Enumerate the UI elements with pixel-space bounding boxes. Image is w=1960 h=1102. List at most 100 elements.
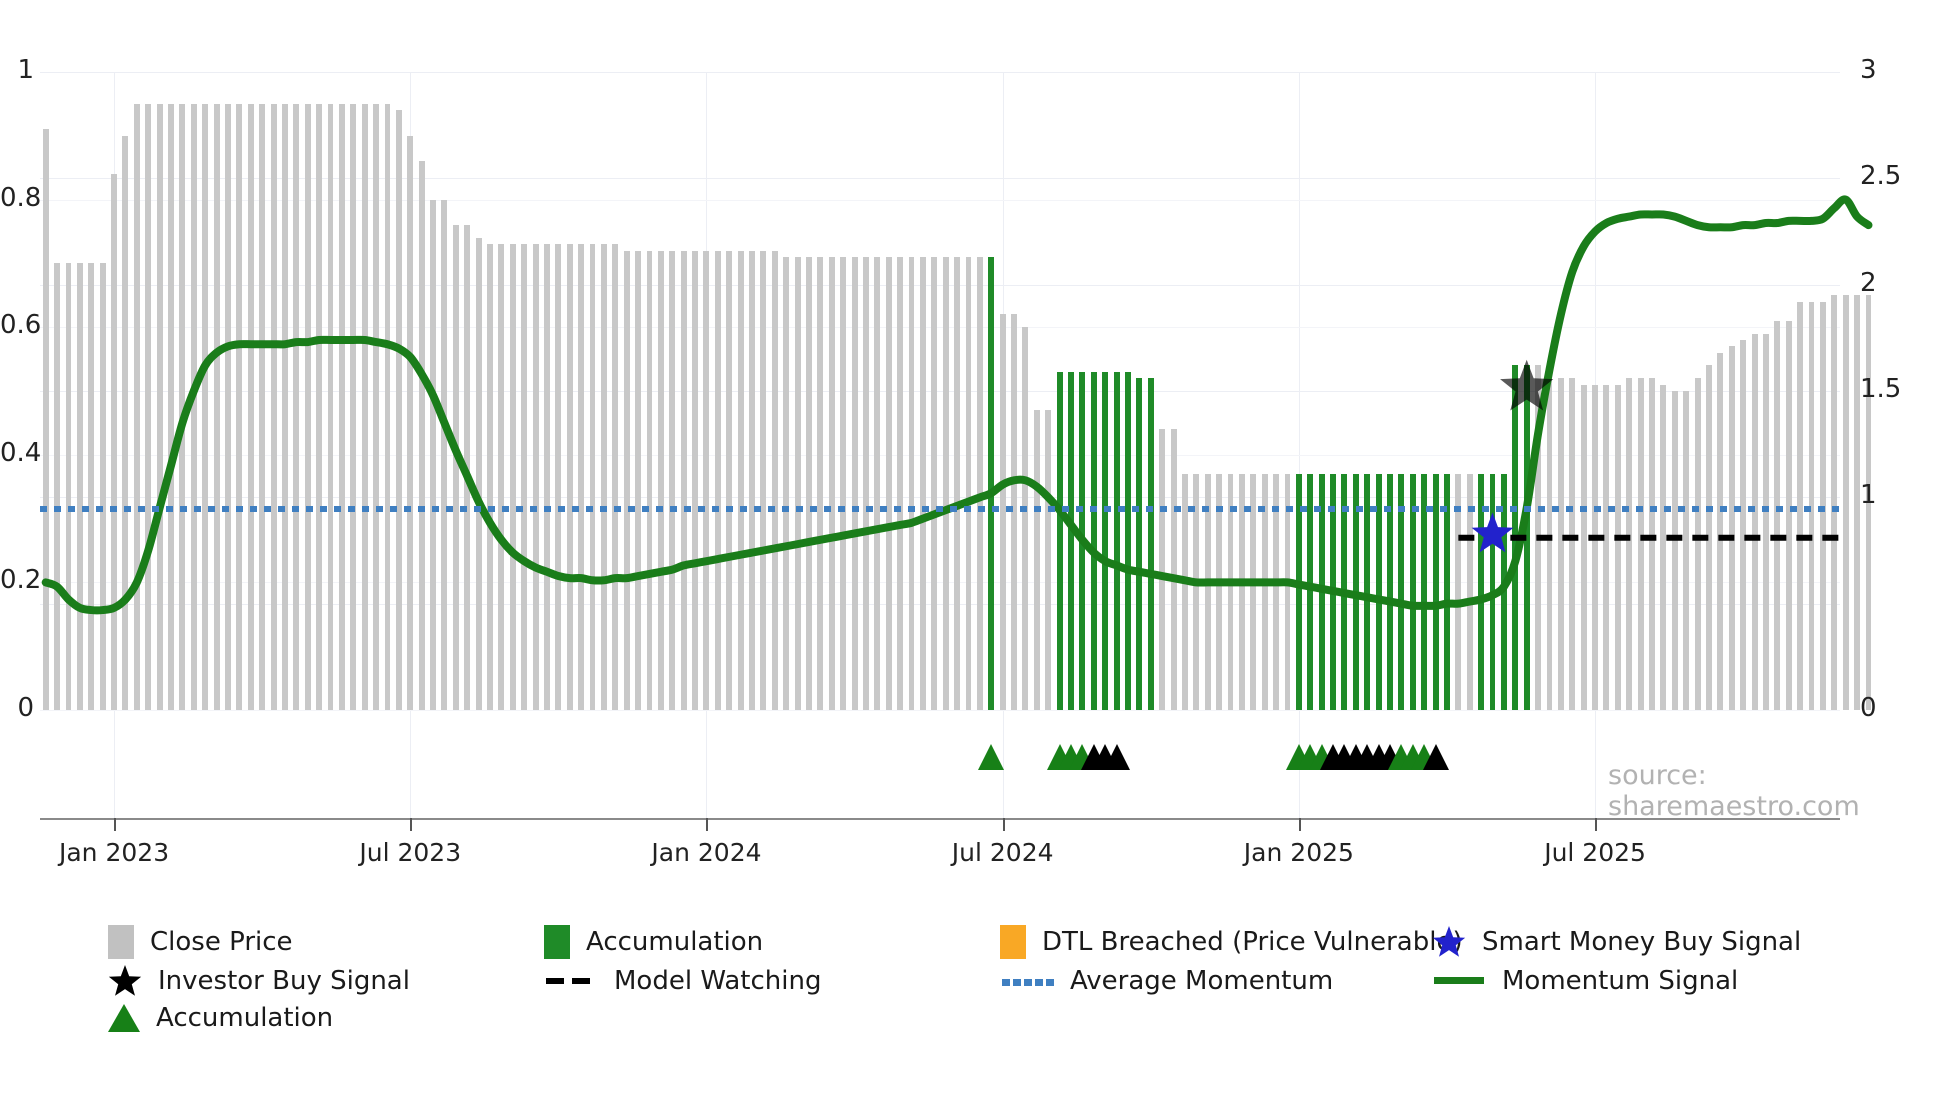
- legend-item-accumulation-triangle[interactable]: Accumulation: [108, 1003, 333, 1033]
- investor-buy-signal-marker: [1500, 359, 1554, 411]
- close-price-bar: [612, 244, 619, 710]
- accumulation-triangle: [1388, 744, 1415, 770]
- close-price-bar: [954, 257, 961, 710]
- close-price-bar: [498, 244, 505, 710]
- close-price-bar: [657, 250, 664, 710]
- right-axis-tick-label: 3: [1860, 55, 1877, 85]
- close-price-bar: [247, 103, 254, 710]
- legend-item-close-price[interactable]: Close Price: [108, 925, 293, 959]
- close-price-bar: [566, 244, 573, 710]
- close-price-bar: [1216, 473, 1223, 710]
- right-axis-tick-label: 2: [1860, 267, 1877, 298]
- left-axis-tick-label: 0.8: [0, 182, 42, 213]
- close-price-bar: [1819, 301, 1826, 710]
- close-price-bar: [942, 257, 949, 710]
- close-price-bar: [1797, 301, 1804, 710]
- close-price-bar: [885, 257, 892, 710]
- accumulation-bar: [1307, 473, 1314, 710]
- legend-item-average-momentum[interactable]: Average Momentum: [1000, 964, 1333, 998]
- close-price-bar: [1671, 391, 1678, 710]
- close-price-bar: [1808, 301, 1815, 710]
- close-price-bar: [1181, 473, 1188, 710]
- left-axis-tick-label: 0.4: [0, 437, 42, 468]
- close-price-bar: [236, 103, 243, 710]
- close-price-bar: [919, 257, 926, 710]
- close-price-bar: [418, 161, 425, 710]
- close-price-bar: [1546, 371, 1553, 710]
- model-watching-triangle: [1092, 744, 1119, 770]
- legend-item-momentum-signal[interactable]: Momentum Signal: [1432, 964, 1738, 998]
- close-price-bar: [1603, 384, 1610, 710]
- close-price-bar: [190, 103, 197, 710]
- close-price-bar: [589, 244, 596, 710]
- close-price-bar: [1614, 384, 1621, 710]
- close-price-bar: [1466, 473, 1473, 710]
- model-watching-triangle: [1080, 744, 1107, 770]
- close-price-bar: [623, 250, 630, 710]
- close-price-bar: [1227, 473, 1234, 710]
- close-price-bar: [1785, 320, 1792, 710]
- model-watching-triangle: [1342, 744, 1369, 770]
- close-price-bar: [133, 103, 140, 710]
- close-price-bar: [1159, 429, 1166, 710]
- right-axis-tick-label: 0: [1860, 693, 1877, 723]
- legend-label: Accumulation: [586, 927, 764, 957]
- x-axis-tick-mark: [1002, 818, 1005, 831]
- close-price-bar: [714, 250, 721, 710]
- close-price-bar: [395, 110, 402, 710]
- smart-money-buy-signal-marker: [1471, 512, 1514, 553]
- close-price-bar: [692, 250, 699, 710]
- close-price-bar: [1854, 295, 1861, 710]
- accumulation-triangle: [1046, 744, 1073, 770]
- accumulation-triangle: [1411, 744, 1438, 770]
- close-price-bar: [1238, 473, 1245, 710]
- accumulation-triangle: [1308, 744, 1335, 770]
- close-price-bar: [669, 250, 676, 710]
- close-price-bar: [999, 314, 1006, 710]
- legend-line-icon: [1432, 964, 1486, 998]
- accumulation-triangle: [978, 744, 1005, 770]
- close-price-bar: [373, 103, 380, 710]
- accumulation-bar: [1387, 473, 1393, 710]
- accumulation-bar: [1102, 371, 1109, 710]
- close-price-bar: [259, 103, 266, 710]
- x-axis-tick-mark: [1595, 818, 1598, 831]
- model-watching-triangle: [1422, 744, 1449, 770]
- close-price-bar: [555, 244, 562, 710]
- close-price-bar: [122, 135, 129, 710]
- close-price-bar: [760, 250, 767, 710]
- legend-item-dtl-breached[interactable]: DTL Breached (Price Vulnerable): [1000, 925, 1463, 959]
- right-axis-tick-label: 1.5: [1860, 374, 1902, 404]
- close-price-bar: [145, 103, 152, 710]
- close-price-bar: [532, 244, 539, 710]
- close-price-bar: [737, 250, 744, 710]
- close-price-bar: [1033, 410, 1040, 710]
- x-axis-tick-mark: [1298, 818, 1301, 831]
- close-price-bar: [1649, 378, 1655, 710]
- accumulation-bar: [1444, 473, 1450, 710]
- x-axis-tick-label: Jul 2024: [951, 838, 1054, 867]
- right-axis-tick-label: 2.5: [1860, 161, 1902, 192]
- legend-item-accumulation-bar[interactable]: Accumulation: [544, 925, 763, 959]
- close-price-bar: [544, 244, 550, 710]
- legend-item-smart-money-buy[interactable]: Smart Money Buy Signal: [1432, 925, 1801, 959]
- legend-item-model-watching[interactable]: Model Watching: [544, 964, 821, 998]
- legend-item-investor-buy[interactable]: Investor Buy Signal: [108, 964, 410, 998]
- close-price-bar: [1592, 384, 1599, 710]
- model-watching-triangle: [1103, 744, 1130, 770]
- close-price-bar: [897, 257, 904, 710]
- left-axis-tick-label: 0.6: [0, 310, 42, 341]
- close-price-bar: [213, 103, 220, 710]
- legend-row: Investor Buy Signal Model Watching Average…: [108, 964, 1908, 1003]
- close-price-bar: [965, 257, 972, 710]
- plot-area: [40, 72, 1873, 711]
- close-price-bar: [521, 244, 528, 710]
- close-price-bar: [407, 135, 414, 710]
- gridline: [40, 582, 1840, 584]
- close-price-bar: [1660, 384, 1667, 710]
- legend-label: Investor Buy Signal: [158, 966, 410, 996]
- gridline: [1298, 72, 1300, 818]
- close-price-bar: [76, 263, 83, 710]
- legend-row: Accumulation: [108, 1003, 1908, 1042]
